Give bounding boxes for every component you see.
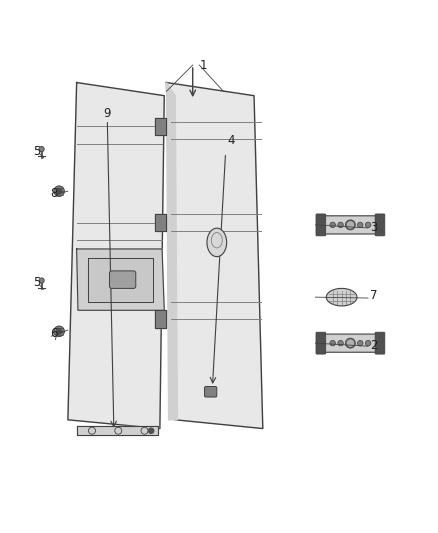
FancyBboxPatch shape: [110, 271, 136, 288]
Text: 4: 4: [227, 134, 234, 147]
Circle shape: [39, 278, 44, 283]
Polygon shape: [155, 214, 166, 231]
Circle shape: [54, 186, 64, 197]
Circle shape: [365, 341, 371, 346]
Circle shape: [338, 222, 343, 228]
Polygon shape: [88, 258, 153, 302]
Circle shape: [330, 222, 336, 228]
Circle shape: [57, 329, 62, 334]
FancyBboxPatch shape: [375, 332, 385, 354]
Circle shape: [347, 222, 353, 228]
Circle shape: [330, 341, 336, 346]
Text: 5: 5: [33, 276, 40, 289]
Text: 9: 9: [103, 107, 110, 120]
Text: 8: 8: [50, 187, 58, 200]
Text: 7: 7: [370, 289, 378, 302]
Circle shape: [347, 340, 353, 346]
Ellipse shape: [326, 288, 357, 306]
Circle shape: [357, 222, 363, 228]
Circle shape: [346, 220, 355, 230]
Text: 1: 1: [199, 59, 207, 72]
Circle shape: [357, 341, 363, 346]
Circle shape: [346, 338, 355, 348]
Polygon shape: [166, 83, 177, 420]
Circle shape: [148, 428, 154, 433]
Circle shape: [39, 147, 44, 152]
Polygon shape: [155, 310, 166, 328]
Polygon shape: [68, 83, 164, 429]
FancyBboxPatch shape: [375, 214, 385, 236]
Circle shape: [57, 189, 62, 194]
FancyBboxPatch shape: [322, 216, 378, 234]
Circle shape: [365, 222, 371, 228]
Polygon shape: [77, 249, 164, 310]
Text: 5: 5: [33, 145, 40, 158]
FancyBboxPatch shape: [316, 332, 326, 354]
Circle shape: [338, 341, 343, 346]
Text: 6: 6: [50, 327, 58, 341]
Polygon shape: [155, 118, 166, 135]
Circle shape: [54, 326, 64, 336]
FancyBboxPatch shape: [316, 214, 326, 236]
Ellipse shape: [207, 228, 227, 257]
Polygon shape: [166, 83, 263, 429]
Text: 3: 3: [370, 221, 378, 233]
FancyBboxPatch shape: [205, 386, 217, 397]
Text: 2: 2: [370, 339, 378, 352]
Polygon shape: [77, 426, 158, 435]
FancyBboxPatch shape: [322, 334, 378, 352]
